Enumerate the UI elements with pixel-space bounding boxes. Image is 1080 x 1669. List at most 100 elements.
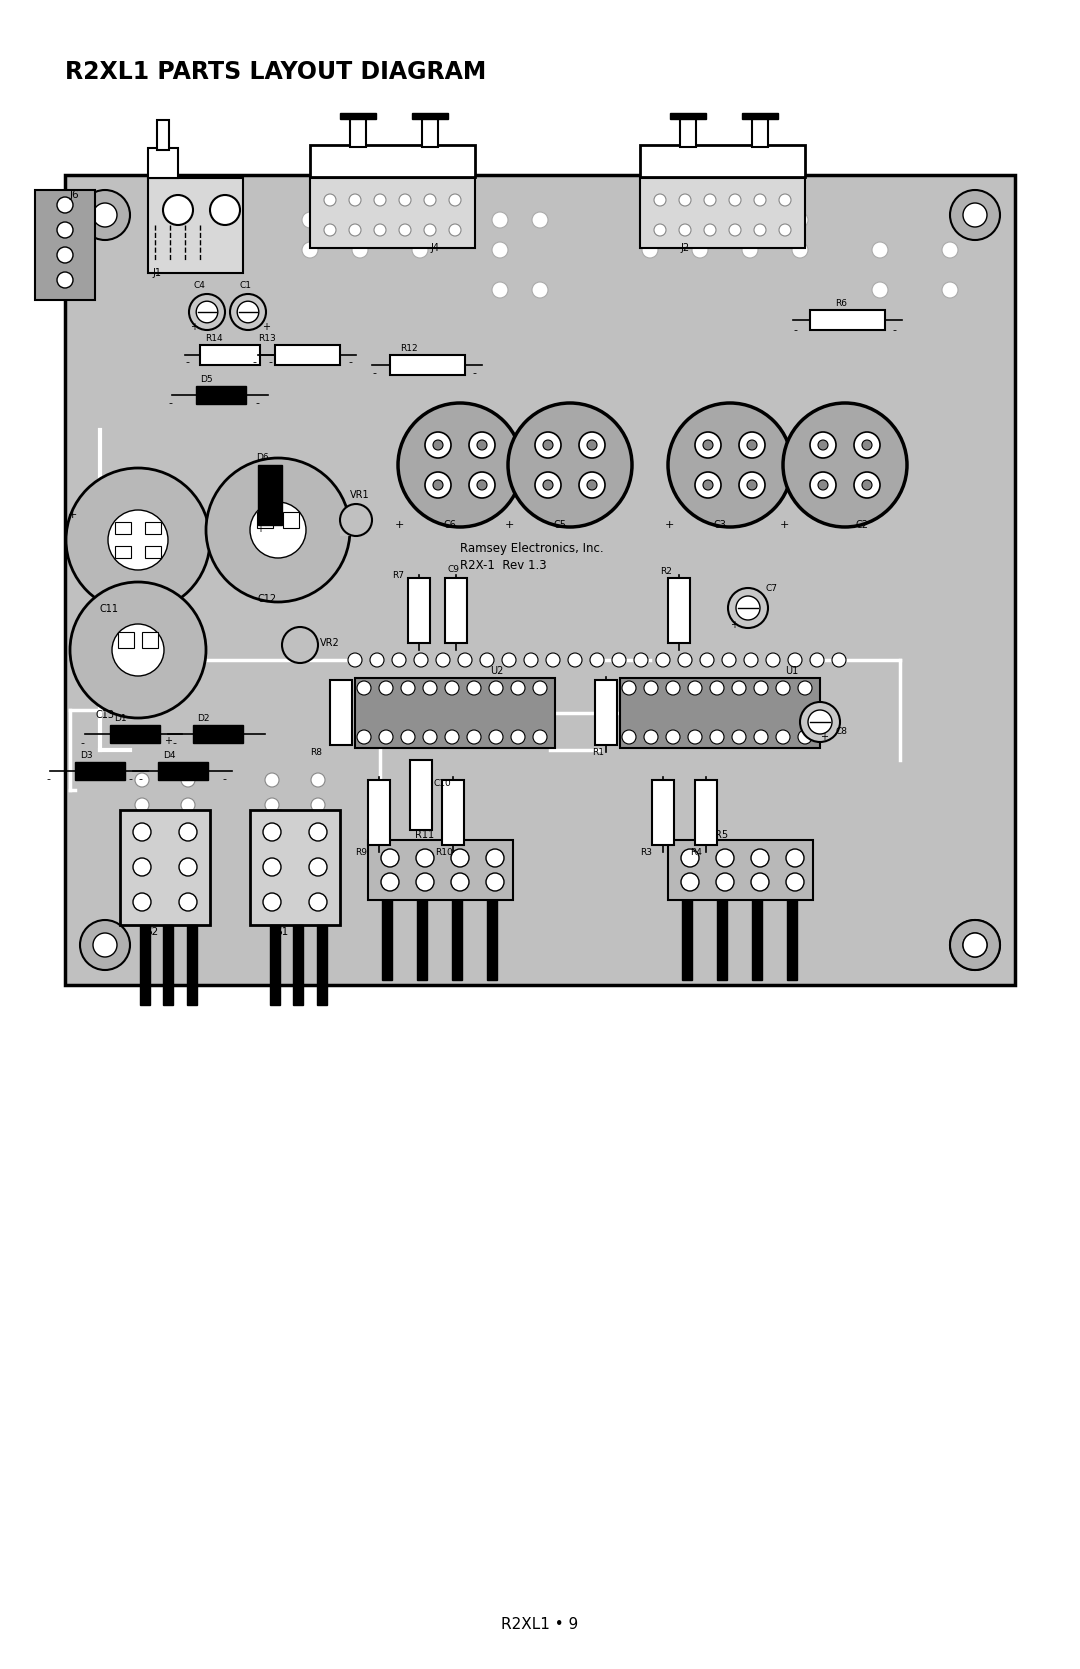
Circle shape	[302, 242, 318, 259]
Circle shape	[579, 472, 605, 497]
Text: +: +	[665, 521, 674, 531]
Circle shape	[642, 242, 658, 259]
Circle shape	[374, 194, 386, 205]
Text: +: +	[68, 511, 78, 521]
Circle shape	[282, 628, 318, 663]
Text: R9: R9	[355, 848, 367, 856]
Text: R11: R11	[415, 829, 434, 840]
Bar	[680, 115, 696, 147]
Bar	[640, 179, 805, 249]
Bar	[330, 679, 352, 744]
Text: R5: R5	[715, 829, 728, 840]
Circle shape	[458, 653, 472, 668]
Text: C7: C7	[765, 584, 777, 592]
Circle shape	[788, 653, 802, 668]
Circle shape	[352, 242, 368, 259]
Circle shape	[590, 653, 604, 668]
Circle shape	[872, 242, 888, 259]
Circle shape	[732, 729, 746, 744]
Circle shape	[489, 729, 503, 744]
Circle shape	[163, 195, 193, 225]
Circle shape	[644, 729, 658, 744]
Circle shape	[524, 653, 538, 668]
Bar	[200, 345, 260, 366]
Circle shape	[963, 204, 987, 227]
Circle shape	[112, 624, 164, 676]
Circle shape	[379, 681, 393, 694]
Circle shape	[534, 681, 546, 694]
Circle shape	[543, 481, 553, 491]
Circle shape	[656, 653, 670, 668]
Text: +: +	[262, 322, 270, 332]
Circle shape	[818, 481, 828, 491]
Circle shape	[135, 798, 149, 813]
Text: R14: R14	[205, 334, 222, 344]
Bar	[382, 900, 392, 980]
Circle shape	[666, 729, 680, 744]
Circle shape	[426, 432, 451, 457]
Bar	[310, 145, 475, 177]
Circle shape	[135, 823, 149, 836]
Circle shape	[416, 873, 434, 891]
Circle shape	[108, 511, 168, 571]
Text: -: -	[892, 325, 896, 335]
Text: -: -	[348, 357, 352, 367]
Circle shape	[963, 933, 987, 956]
Text: R2XL1 PARTS LAYOUT DIAGRAM: R2XL1 PARTS LAYOUT DIAGRAM	[65, 60, 486, 83]
Circle shape	[357, 729, 372, 744]
Circle shape	[742, 242, 758, 259]
Circle shape	[704, 194, 716, 205]
Text: J4: J4	[430, 244, 438, 254]
Circle shape	[766, 653, 780, 668]
Circle shape	[710, 681, 724, 694]
Circle shape	[700, 653, 714, 668]
Bar	[696, 779, 717, 845]
Circle shape	[854, 472, 880, 497]
Circle shape	[679, 224, 691, 235]
Text: +: +	[164, 736, 172, 746]
Circle shape	[492, 242, 508, 259]
Circle shape	[467, 729, 481, 744]
Bar	[257, 512, 273, 527]
Circle shape	[411, 212, 428, 229]
Circle shape	[862, 441, 872, 451]
Circle shape	[666, 681, 680, 694]
Circle shape	[401, 681, 415, 694]
Bar	[670, 113, 706, 118]
Circle shape	[181, 798, 195, 813]
Circle shape	[401, 729, 415, 744]
Circle shape	[57, 272, 73, 289]
Circle shape	[688, 729, 702, 744]
Text: C10: C10	[433, 779, 450, 788]
Bar	[810, 310, 885, 330]
Text: D3: D3	[80, 751, 93, 759]
Circle shape	[349, 224, 361, 235]
Circle shape	[508, 402, 632, 527]
Bar	[340, 113, 376, 118]
Circle shape	[179, 893, 197, 911]
Circle shape	[950, 920, 1000, 970]
Circle shape	[379, 729, 393, 744]
Bar	[65, 175, 1015, 985]
Circle shape	[309, 893, 327, 911]
Circle shape	[381, 850, 399, 866]
Circle shape	[486, 873, 504, 891]
Circle shape	[93, 204, 117, 227]
Text: -: -	[185, 357, 189, 367]
Circle shape	[642, 212, 658, 229]
Text: -: -	[172, 738, 176, 748]
Circle shape	[70, 582, 206, 718]
Text: VR2: VR2	[320, 638, 340, 648]
Text: R2: R2	[660, 567, 672, 576]
Bar	[270, 925, 280, 1005]
Bar	[141, 633, 158, 648]
Circle shape	[349, 194, 361, 205]
Circle shape	[777, 681, 789, 694]
Circle shape	[392, 653, 406, 668]
Circle shape	[80, 190, 130, 240]
Bar	[148, 179, 243, 274]
Circle shape	[502, 653, 516, 668]
Bar	[75, 763, 125, 779]
Text: J6: J6	[70, 190, 80, 200]
Bar	[355, 678, 555, 748]
